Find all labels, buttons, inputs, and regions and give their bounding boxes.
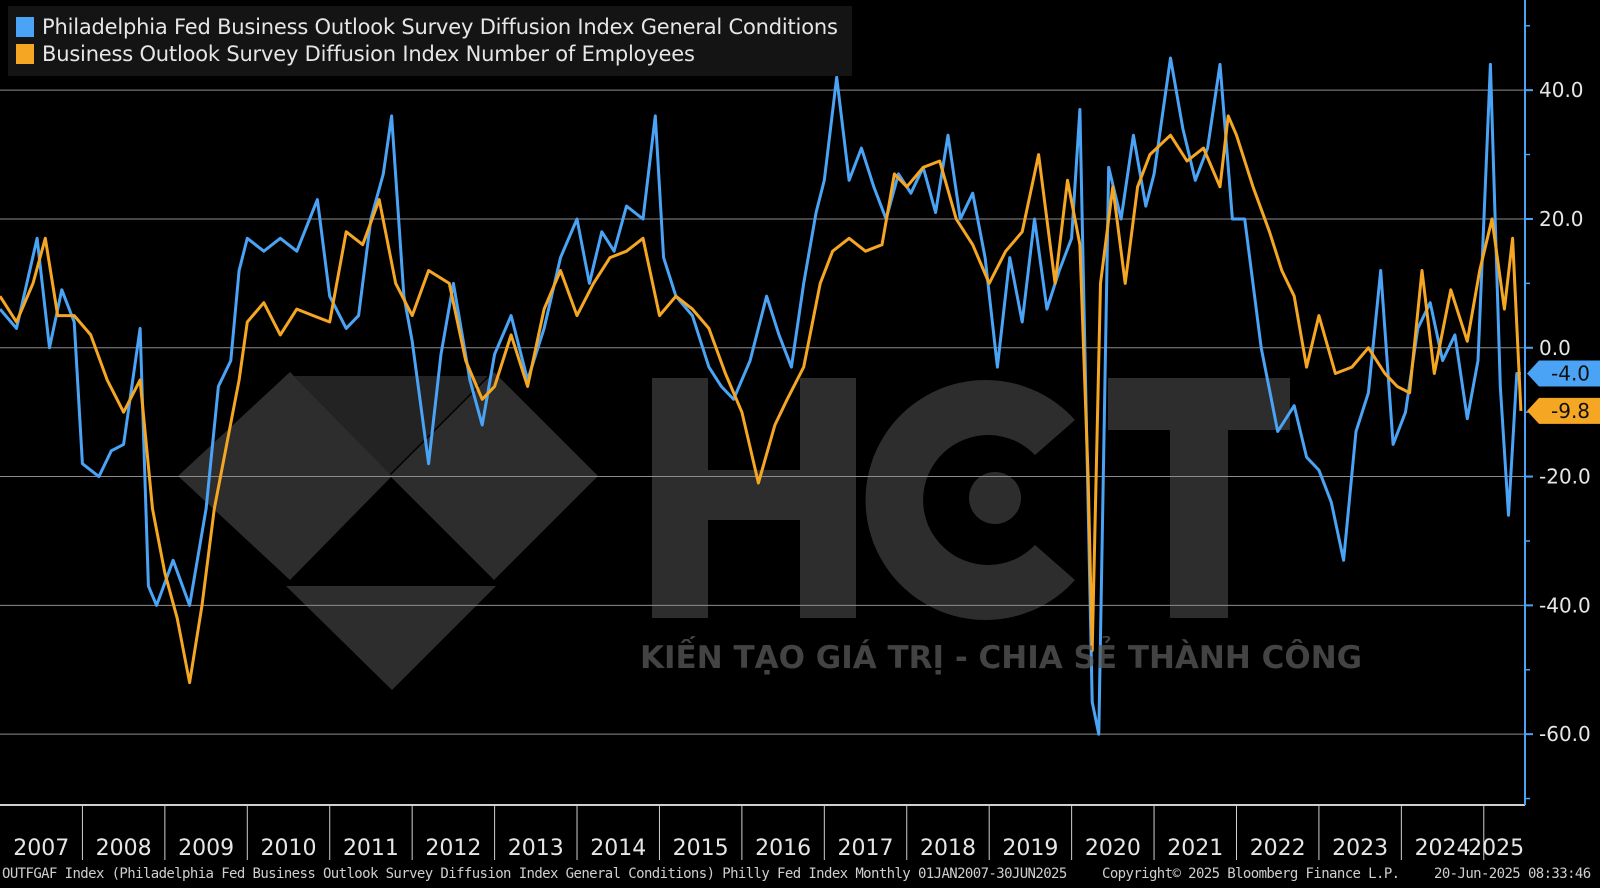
x-tick-label: 2017: [838, 836, 894, 861]
x-tick-label: 2007: [13, 836, 69, 861]
x-tick-label: 2008: [96, 836, 152, 861]
x-tick-label: 2010: [261, 836, 317, 861]
x-tick-label: 2015: [673, 836, 729, 861]
x-tick-label: 2016: [755, 836, 811, 861]
legend-label-general-conditions: Philadelphia Fed Business Outlook Survey…: [42, 15, 838, 39]
watermark-letter-h-left: [652, 378, 708, 618]
watermark-letter-h-bar: [652, 470, 856, 520]
watermark-letter-t-bar: [1108, 378, 1290, 430]
y-tick-label: 20.0: [1539, 207, 1584, 231]
grid: [0, 89, 1525, 735]
watermark-diamond-bottom: [286, 586, 496, 690]
footer-copyright: Copyright© 2025 Bloomberg Finance L.P.: [1102, 866, 1400, 882]
x-tick-label: 2011: [343, 836, 399, 861]
legend: Philadelphia Fed Business Outlook Survey…: [8, 6, 852, 76]
last-value-badge: [1527, 397, 1600, 424]
x-tick-label: 2009: [178, 836, 234, 861]
x-tick-label: 2025: [1468, 836, 1524, 861]
y-tick-label: -60.0: [1539, 722, 1591, 746]
watermark-diamond-right: [390, 372, 598, 580]
x-tick-label: 2024: [1415, 836, 1471, 861]
line-employees: [0, 114, 1523, 685]
x-tick-label: 2023: [1332, 836, 1388, 861]
watermark-letter-c: [865, 380, 1075, 621]
y-axis: 40.0 20.0 0.0 -20.0 -40.0 -60.0: [1524, 0, 1591, 805]
footer-timestamp: 20-Jun-2025 08:33:46: [1434, 866, 1591, 882]
last-value-text: -4.0: [1551, 362, 1590, 386]
series-lines: [0, 56, 1523, 736]
y-tick-label: 40.0: [1539, 78, 1584, 102]
y-tick-label: -20.0: [1539, 465, 1591, 489]
watermark-logo: [178, 372, 1290, 690]
watermark-diamond-top: [294, 376, 488, 474]
x-tick-label: 2013: [508, 836, 564, 861]
last-value-badge: [1527, 360, 1600, 387]
legend-swatch-blue: [16, 17, 34, 37]
line-general-conditions: [0, 56, 1521, 736]
y-tick-label: -40.0: [1539, 593, 1591, 617]
x-tick-label: 2019: [1002, 836, 1058, 861]
x-tick-label: 2012: [425, 836, 481, 861]
x-tick-label: 2022: [1250, 836, 1306, 861]
legend-label-employees: Business Outlook Survey Diffusion Index …: [42, 42, 695, 66]
legend-item-employees: Business Outlook Survey Diffusion Index …: [16, 41, 695, 67]
watermark-letter-t-stem: [1170, 378, 1228, 618]
last-value-text: -9.8: [1551, 399, 1590, 423]
legend-swatch-orange: [16, 44, 34, 64]
x-tick-label: 2021: [1167, 836, 1223, 861]
legend-item-general-conditions: Philadelphia Fed Business Outlook Survey…: [16, 14, 838, 40]
watermark-slogan: KIẾN TẠO GIÁ TRỊ - CHIA SẺ THÀNH CÔNG: [640, 640, 1363, 676]
x-tick-label: 2014: [590, 836, 646, 861]
footer-source: OUTFGAF Index (Philadelphia Fed Business…: [2, 866, 1067, 882]
x-tick-label: 2020: [1085, 836, 1141, 861]
watermark-diamond-left: [178, 372, 392, 580]
last-value-labels: -4.0 -9.8: [1527, 360, 1600, 424]
x-tick-label: 2018: [920, 836, 976, 861]
x-axis: 2007 2008 2009 2010 2011 2012 2013 2014 2015 2016…: [0, 804, 1525, 861]
y-tick-label: 0.0: [1539, 336, 1571, 360]
watermark-letter-h-right: [800, 378, 856, 618]
watermark-letter-c-dot: [969, 472, 1021, 524]
